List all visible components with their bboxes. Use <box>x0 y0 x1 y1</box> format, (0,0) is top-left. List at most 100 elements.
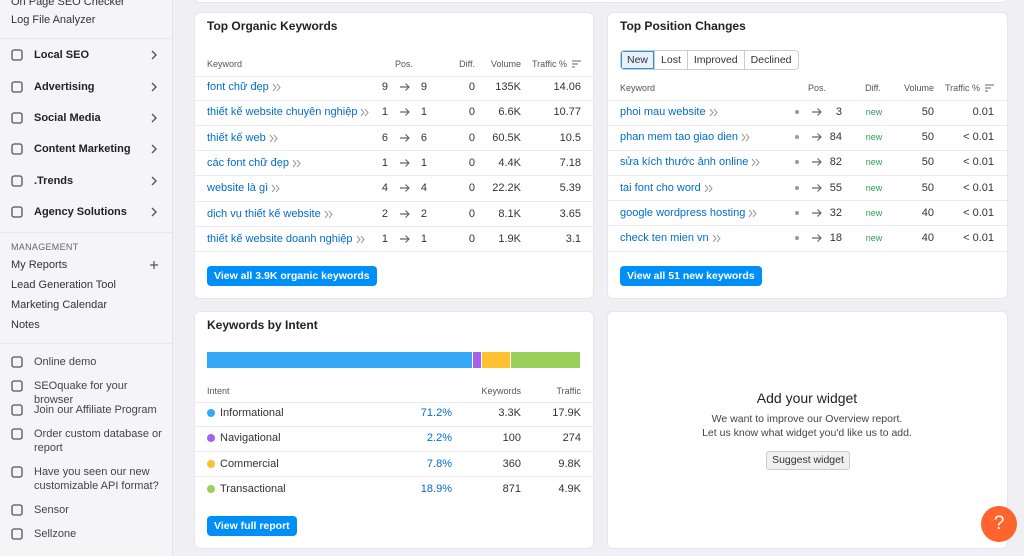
pos-to: 6 <box>420 131 427 144</box>
keyword-link[interactable]: dịch vụ thiết kế website <box>207 207 321 220</box>
pos-to: 1 <box>420 232 427 245</box>
divider <box>194 150 594 152</box>
arrow <box>400 184 410 193</box>
arrow <box>812 133 822 142</box>
tab[interactable]: New <box>621 51 655 69</box>
tab[interactable]: Lost <box>654 51 687 69</box>
traffic: 3.1 <box>565 232 581 245</box>
keywords: 3.3K <box>498 407 521 419</box>
menu-item: Content Marketing <box>34 143 131 155</box>
arrow <box>812 183 822 192</box>
view-all-button[interactable]: View all 3.9K organic keywords <box>207 266 377 286</box>
pos-to: 9 <box>420 81 427 93</box>
column-header: Traffic % <box>944 83 980 93</box>
volume: 50 <box>921 106 934 118</box>
traffic: 274 <box>562 432 581 445</box>
divider <box>194 124 594 126</box>
volume: 40 <box>921 206 934 219</box>
section-heading: MANAGEMENT <box>11 242 79 252</box>
column-header: Volume <box>490 59 521 69</box>
intent-dot <box>207 484 215 493</box>
management-item: Lead Generation Tool <box>11 279 116 291</box>
plus-icon <box>150 261 158 269</box>
intent-card <box>194 311 594 549</box>
help-button[interactable]: ? <box>981 506 1017 542</box>
keyword-link[interactable]: check ten mien vn <box>620 232 709 244</box>
traffic: 0.01 <box>972 106 994 118</box>
diff: 0 <box>468 106 475 119</box>
double-chevron <box>272 83 281 92</box>
traffic: 9.8K <box>558 457 581 470</box>
suggest-button[interactable]: Suggest widget <box>766 451 850 470</box>
traffic: < 0.01 <box>963 156 994 169</box>
keyword-link[interactable]: thiết kế website doanh nghiệp <box>207 232 353 245</box>
traffic: 17.9K <box>552 407 581 419</box>
traffic: < 0.01 <box>963 206 994 219</box>
column-header: Diff. <box>865 83 881 93</box>
intent-share: 2.2% <box>426 432 452 445</box>
traffic: 7.18 <box>559 156 581 169</box>
diff: new <box>865 182 883 193</box>
intent-share: 71.2% <box>420 407 452 419</box>
pos-to: 3 <box>835 106 842 118</box>
menu-icon <box>11 504 23 516</box>
pos-from: 1 <box>381 232 388 245</box>
menu-item: .Trends <box>34 175 74 187</box>
menu-icon <box>11 206 23 218</box>
view-report-button[interactable]: View full report <box>207 516 297 536</box>
keyword-link[interactable]: sửa kích thước ảnh online <box>620 156 749 169</box>
traffic: 10.77 <box>553 106 581 119</box>
traffic: < 0.01 <box>963 181 994 194</box>
widget-card <box>607 311 1008 549</box>
arrow <box>812 108 822 116</box>
keyword-link[interactable]: tai font cho word <box>620 181 701 194</box>
pos-from: 2 <box>381 207 388 220</box>
intent-dot <box>207 459 215 468</box>
volume: 6.6K <box>498 106 521 119</box>
pos-to: 4 <box>420 182 427 195</box>
keyword-link[interactable]: phoi mau website <box>620 106 706 118</box>
volume: 22.2K <box>492 182 521 195</box>
tab[interactable]: Improved <box>686 51 744 69</box>
double-chevron <box>709 108 718 117</box>
arrow <box>400 209 410 218</box>
divider <box>194 99 594 101</box>
menu-icon <box>11 380 23 392</box>
keyword-link[interactable]: website là gì <box>207 182 269 195</box>
keyword-link[interactable]: google wordpress hosting <box>620 206 746 219</box>
dot <box>795 210 799 215</box>
footer-item: Have you seen our new customizable API f… <box>34 466 159 492</box>
menu-item: Advertising <box>34 81 95 93</box>
arrow <box>400 158 410 167</box>
column-header: Traffic % <box>531 59 567 69</box>
divider <box>194 226 594 227</box>
keyword-link[interactable]: thiết kế web <box>207 131 266 144</box>
footer-item: Join our Affiliate Program <box>34 404 157 416</box>
chevron <box>151 207 157 217</box>
chevron <box>151 50 157 60</box>
sidebar <box>0 0 173 556</box>
column-header: Volume <box>903 83 934 93</box>
footer-item: Sensor <box>34 504 69 516</box>
divider <box>194 76 594 77</box>
menu-item: Social Media <box>34 112 101 124</box>
traffic: < 0.01 <box>963 131 994 144</box>
divider <box>194 200 594 202</box>
keyword-cell: sửa kích thước ảnh online <box>620 155 748 169</box>
divider <box>607 174 1008 176</box>
diff: 0 <box>468 182 475 195</box>
volume: 4.4K <box>498 156 521 169</box>
footer-item: SEOquake for your browser <box>34 380 128 406</box>
menu-item: Agency Solutions <box>34 206 127 218</box>
keyword-link[interactable]: thiết kế website chuyên nghiệp <box>207 106 358 119</box>
pos-to: 32 <box>829 206 842 219</box>
keyword-link[interactable]: phan mem tao giao dien <box>620 131 739 144</box>
widget-text: We want to improve our Overview report. <box>711 413 903 425</box>
intent-name: Informational <box>220 407 284 419</box>
view-all-button[interactable]: View all 51 new keywords <box>620 266 762 286</box>
diff: new <box>865 233 883 243</box>
diff: new <box>865 157 883 168</box>
tab[interactable]: Declined <box>743 51 798 69</box>
keyword-link[interactable]: các font chữ đẹp <box>207 156 289 169</box>
keyword-link[interactable]: font chữ đẹp <box>207 81 269 93</box>
